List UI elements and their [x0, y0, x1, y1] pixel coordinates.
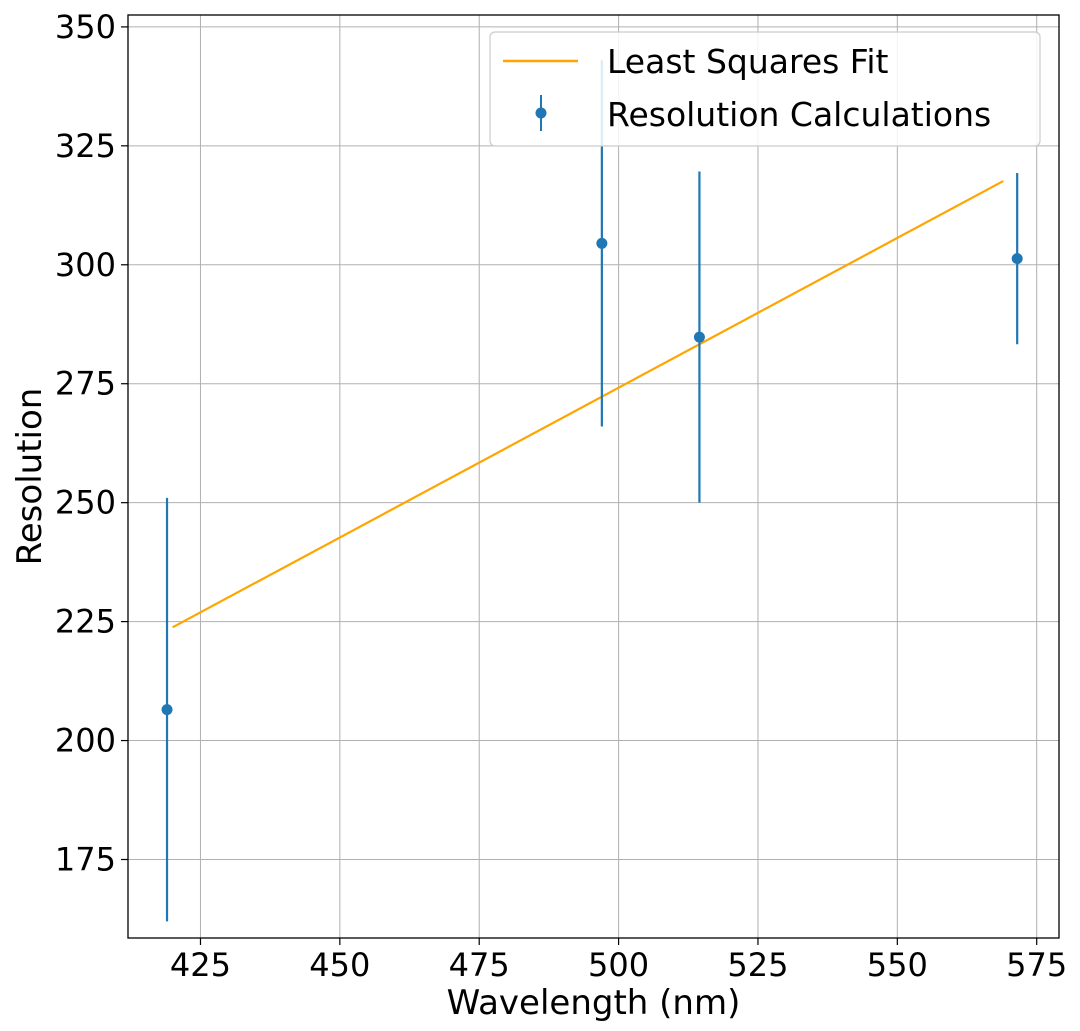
x-tick-label: 550 [867, 946, 928, 984]
x-tick-label: 500 [588, 946, 649, 984]
legend: Least Squares Fit Resolution Calculation… [489, 31, 1041, 147]
y-tick-label: 175 [55, 840, 116, 878]
legend-marker-swatch [535, 107, 547, 119]
series-layer [161, 60, 1023, 922]
y-tick-label: 200 [55, 722, 116, 760]
x-tick-label: 425 [170, 946, 231, 984]
data-point [1011, 253, 1023, 265]
y-axis-label: Resolution [10, 388, 50, 566]
plot-area-frame [127, 14, 1060, 939]
y-tick-label: 250 [55, 484, 116, 522]
x-tick-label: 475 [449, 946, 510, 984]
legend-box [489, 31, 1041, 147]
y-tick-label: 300 [55, 246, 116, 284]
y-tick-label: 225 [55, 603, 116, 641]
x-tick-label: 525 [727, 946, 788, 984]
x-tick-label: 450 [309, 946, 370, 984]
axis-ticks: 425 450 475 500 525 550 575 175 200 225 250 275 300 3… [55, 8, 1067, 984]
y-tick-label: 325 [55, 127, 116, 165]
y-tick-label: 350 [55, 8, 116, 46]
x-axis-label: Wavelength (nm) [447, 983, 741, 1023]
data-point [596, 237, 608, 249]
fit-line [172, 180, 1004, 629]
legend-label-fit: Least Squares Fit [607, 42, 889, 81]
y-tick-label: 275 [55, 365, 116, 403]
legend-label-data: Resolution Calculations [607, 95, 991, 134]
data-point [161, 704, 173, 716]
x-tick-label: 575 [1006, 946, 1067, 984]
data-point [693, 331, 705, 343]
